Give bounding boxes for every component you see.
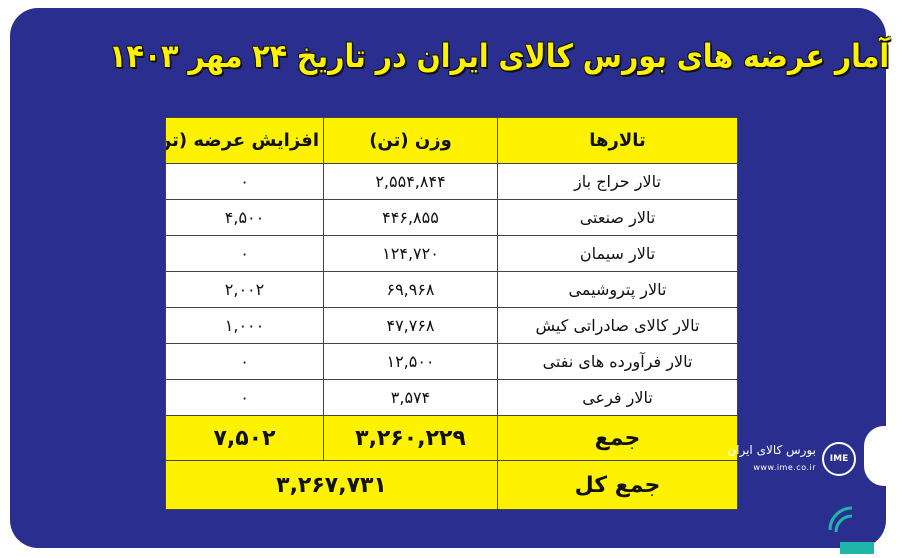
total-row: جمع کل ۳,۲۶۷,۷۳۱ [165,460,738,510]
total-value: ۳,۲۶۷,۷۳۱ [165,460,498,510]
weight: ۶۹,۹۶۸ [323,271,498,308]
ime-emblem-icon: IME [822,442,856,476]
total-label: جمع کل [497,460,738,510]
hall-name: تالار سیمان [497,235,738,272]
logo-url: www.ime.co.ir [753,463,816,472]
increase: ۴,۵۰۰ [165,199,324,236]
hall-name: تالار کالای صادراتی کیش [497,307,738,344]
table-row: تالار کالای صادراتی کیش ۴۷,۷۶۸ ۱,۰۰۰ [165,307,738,344]
logo-name: بورس کالای ایران [727,443,816,457]
supply-table: تالارها وزن (تن) افزایش عرضه (تن) تالار … [165,117,738,510]
sum-increase: ۷,۵۰۲ [165,415,324,461]
increase: ۰ [165,379,324,416]
sum-row: جمع ۳,۲۶۰,۲۲۹ ۷,۵۰۲ [165,415,738,461]
table-row: تالار پتروشیمی ۶۹,۹۶۸ ۲,۰۰۲ [165,271,738,308]
table-row: تالار صنعتی ۴۴۶,۸۵۵ ۴,۵۰۰ [165,199,738,236]
increase: ۱,۰۰۰ [165,307,324,344]
table-row: تالار فرآورده های نفتی ۱۲,۵۰۰ ۰ [165,343,738,380]
ime-logo: بورس کالای ایران www.ime.co.ir IME [712,440,857,480]
table-header-row: تالارها وزن (تن) افزایش عرضه (تن) [165,117,738,164]
page-title: آمار عرضه های بورس کالای ایران در تاریخ … [109,37,890,75]
hall-name: تالار حراج باز [497,163,738,200]
table-row: تالار حراج باز ۲,۵۵۴,۸۴۴ ۰ [165,163,738,200]
weight: ۲,۵۵۴,۸۴۴ [323,163,498,200]
hall-name: تالار فرعی [497,379,738,416]
hall-name: تالار پتروشیمی [497,271,738,308]
weight: ۱۲۴,۷۲۰ [323,235,498,272]
kala-khabar-watermark-icon [828,506,874,554]
sum-label: جمع [497,415,738,461]
table-row: تالار فرعی ۳,۵۷۴ ۰ [165,379,738,416]
header-increase: افزایش عرضه (تن) [165,117,324,164]
header-weight: وزن (تن) [323,117,498,164]
sum-weight: ۳,۲۶۰,۲۲۹ [323,415,498,461]
weight: ۱۲,۵۰۰ [323,343,498,380]
increase: ۰ [165,235,324,272]
table-row: تالار سیمان ۱۲۴,۷۲۰ ۰ [165,235,738,272]
weight: ۴۷,۷۶۸ [323,307,498,344]
header-halls: تالارها [497,117,738,164]
hall-name: تالار صنعتی [497,199,738,236]
card-notch [864,426,886,486]
increase: ۲,۰۰۲ [165,271,324,308]
title-container: آمار عرضه های بورس کالای ایران در تاریخ … [60,34,889,84]
increase: ۰ [165,163,324,200]
increase: ۰ [165,343,324,380]
weight: ۳,۵۷۴ [323,379,498,416]
hall-name: تالار فرآورده های نفتی [497,343,738,380]
weight: ۴۴۶,۸۵۵ [323,199,498,236]
